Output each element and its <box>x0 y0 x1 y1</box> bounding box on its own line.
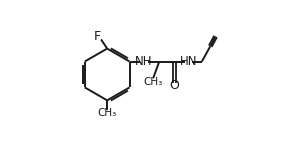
Text: O: O <box>170 79 179 92</box>
Text: F: F <box>94 30 101 43</box>
Text: HN: HN <box>180 55 198 68</box>
Text: CH₃: CH₃ <box>98 108 117 118</box>
Text: CH₃: CH₃ <box>144 77 163 87</box>
Text: NH: NH <box>135 55 153 68</box>
